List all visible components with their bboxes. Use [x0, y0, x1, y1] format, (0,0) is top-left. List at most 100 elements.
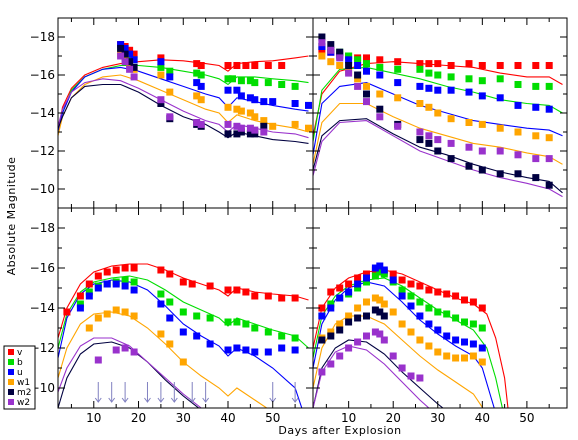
data-point-v [354, 274, 362, 282]
data-point-m2 [545, 181, 553, 189]
data-point-w1 [291, 120, 299, 128]
model-curve-w1 [58, 311, 268, 408]
data-point-b [193, 69, 201, 77]
data-point-b [371, 272, 379, 280]
data-point-v [447, 62, 455, 69]
data-point-b [447, 73, 455, 81]
data-point-u [206, 340, 214, 348]
data-point-u [478, 92, 486, 100]
data-point-w2 [237, 124, 245, 132]
data-point-w2 [166, 113, 174, 121]
y-tick-label: −16 [30, 68, 55, 82]
data-point-v [336, 284, 344, 292]
data-point-w1 [233, 105, 241, 113]
data-point-w2 [514, 151, 522, 159]
data-point-w2 [416, 374, 424, 382]
y-tick-label: −12 [30, 144, 55, 158]
data-point-b [242, 320, 250, 328]
panel-top-left: −18 −16 −14 −12 −10 [30, 17, 314, 209]
data-point-u [443, 332, 451, 340]
data-point-b [443, 310, 451, 318]
data-point-v [514, 62, 522, 69]
data-point-b [166, 298, 174, 306]
data-point-w1 [532, 132, 540, 140]
data-point-w1 [425, 342, 433, 350]
data-point-u [380, 266, 388, 274]
data-point-w2 [112, 346, 120, 354]
data-point-v [496, 62, 504, 69]
data-point-u [336, 294, 344, 302]
x-tick-label: 30 [176, 411, 191, 425]
data-point-w1 [478, 120, 486, 128]
data-point-w1 [363, 82, 370, 90]
data-point-b [545, 82, 553, 90]
legend-swatch-m2 [8, 389, 14, 395]
data-point-u [371, 264, 379, 272]
x-tick-label: 40 [475, 411, 490, 425]
data-point-u [233, 344, 241, 352]
data-point-b [121, 276, 129, 284]
upper-limit-arrowhead [144, 397, 151, 403]
data-point-w1 [237, 107, 245, 115]
data-point-b [514, 81, 522, 88]
data-point-u [94, 284, 102, 292]
data-point-v [251, 62, 259, 69]
data-point-u [434, 326, 442, 334]
data-point-u [345, 288, 353, 296]
data-point-m2 [327, 332, 335, 340]
data-point-u [126, 50, 134, 58]
data-point-u [166, 73, 174, 81]
data-point-b [434, 308, 442, 316]
data-point-w1 [514, 128, 522, 136]
data-point-u [278, 344, 286, 352]
data-point-w1 [545, 134, 553, 142]
data-point-v [224, 286, 232, 294]
data-point-b [229, 75, 236, 83]
data-point-v [166, 270, 174, 278]
data-point-v [242, 288, 250, 296]
upper-limit-arrowhead [121, 397, 129, 403]
data-point-v [376, 56, 384, 64]
data-point-m2 [251, 130, 259, 138]
data-point-w1 [166, 340, 174, 348]
panel-bottom-left: 10 20 30 40 50 −18 −16 −14 −12 −10 [30, 207, 314, 425]
data-point-v [345, 280, 353, 288]
data-point-w1 [305, 124, 312, 132]
data-point-w2 [532, 155, 540, 163]
data-point-w1 [179, 358, 187, 366]
data-point-b [376, 63, 384, 71]
data-point-b [327, 300, 335, 308]
data-point-w2 [354, 338, 362, 346]
x-tick-label: 30 [430, 411, 445, 425]
data-point-b [76, 300, 84, 308]
data-point-w2 [398, 364, 406, 372]
data-point-w2 [545, 155, 553, 163]
data-point-v [407, 280, 415, 288]
data-point-w2 [447, 139, 455, 147]
data-point-v [394, 58, 402, 66]
data-point-w2 [376, 330, 384, 338]
data-point-m2 [354, 314, 362, 322]
model-curve-v [58, 55, 309, 133]
data-point-w2 [345, 69, 353, 77]
data-point-b [478, 77, 486, 85]
data-point-w1 [121, 54, 129, 62]
y-tick-label: −14 [30, 106, 55, 120]
data-point-w1 [112, 306, 120, 314]
data-point-b [251, 324, 259, 332]
data-point-w1 [193, 92, 201, 100]
data-point-u [496, 94, 504, 102]
data-point-w2 [193, 119, 201, 126]
data-point-u [130, 56, 138, 64]
data-point-w2 [260, 128, 268, 136]
data-point-v [461, 296, 468, 304]
data-point-b [345, 52, 353, 60]
data-point-b [380, 270, 388, 278]
data-point-b [278, 332, 286, 340]
data-point-b [193, 312, 201, 320]
data-point-v [193, 60, 201, 68]
data-point-u [85, 292, 93, 300]
data-point-u [327, 304, 335, 312]
data-point-w2 [478, 147, 486, 155]
data-point-m2 [237, 128, 245, 136]
